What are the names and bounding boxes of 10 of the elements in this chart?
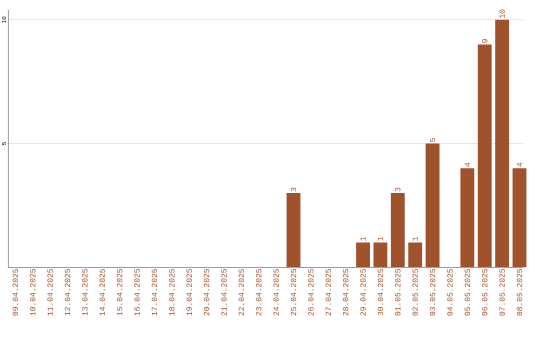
bar bbox=[286, 193, 300, 268]
bar bbox=[495, 20, 510, 268]
bar bbox=[478, 44, 492, 268]
bar bbox=[373, 242, 388, 268]
bar bbox=[460, 168, 474, 268]
bar bbox=[512, 168, 526, 268]
bar bbox=[408, 242, 422, 268]
bar bbox=[426, 144, 440, 268]
bar bbox=[390, 193, 405, 268]
bar bbox=[356, 242, 370, 268]
